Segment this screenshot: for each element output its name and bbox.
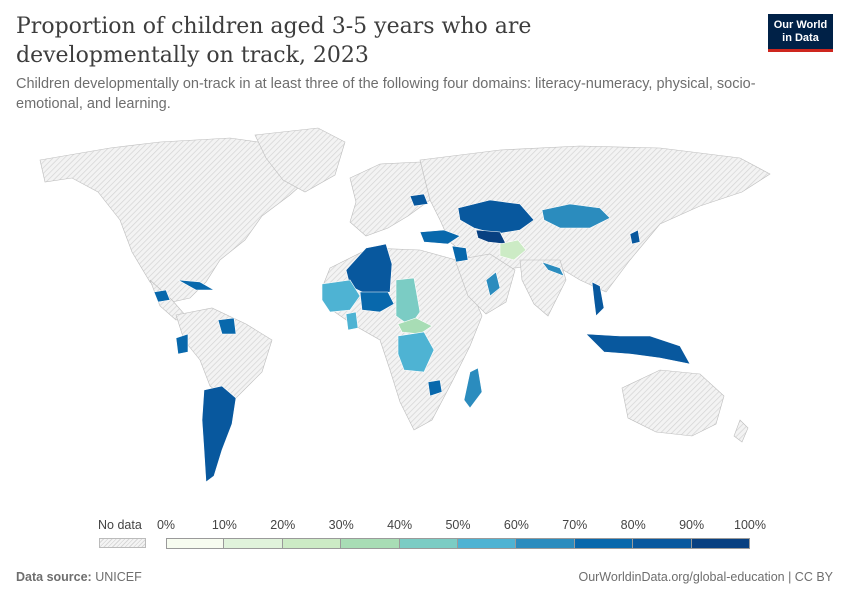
legend-tick-label: 30% xyxy=(328,518,354,532)
legend-bin[interactable] xyxy=(166,538,225,549)
legend-bin[interactable] xyxy=(399,538,458,549)
owid-logo[interactable]: Our World in Data xyxy=(768,14,833,52)
legend-no-data-label: No data xyxy=(98,518,142,532)
vietnam-region[interactable] xyxy=(591,281,605,317)
data-source: Data source: UNICEF xyxy=(16,570,142,584)
uzbekistan-region[interactable] xyxy=(475,229,507,245)
legend-tick-label: 80% xyxy=(620,518,646,532)
argentina-region[interactable] xyxy=(201,385,237,483)
legend-tick-label: 40% xyxy=(387,518,413,532)
data-source-value[interactable]: UNICEF xyxy=(95,570,142,584)
legend-bin[interactable] xyxy=(574,538,634,549)
madagascar-region[interactable] xyxy=(463,367,483,409)
arabia-landmass[interactable] xyxy=(454,253,516,315)
legend-tick-label: 50% xyxy=(445,518,471,532)
central-african-republic-region[interactable] xyxy=(397,317,433,335)
legend-tick-label: 70% xyxy=(562,518,588,532)
legend-tick-label: 60% xyxy=(503,518,529,532)
legend-tick-label: 0% xyxy=(156,518,176,532)
belarus-region[interactable] xyxy=(409,193,429,207)
oman-region[interactable] xyxy=(485,271,501,297)
new-zealand-landmass[interactable] xyxy=(733,419,749,443)
logo-line-2: in Data xyxy=(782,32,819,44)
logo-line-1: Our World xyxy=(773,19,828,31)
world-map[interactable] xyxy=(0,120,850,510)
chart-title: Proportion of children aged 3-5 years wh… xyxy=(16,14,532,68)
legend-tick-label: 20% xyxy=(270,518,296,532)
north-korea-region[interactable] xyxy=(629,229,641,245)
iraq-region[interactable] xyxy=(451,245,469,263)
guyana-region[interactable] xyxy=(217,317,237,335)
afghanistan-region[interactable] xyxy=(499,239,527,261)
legend-tick-label: 10% xyxy=(211,518,237,532)
turkey-region[interactable] xyxy=(419,229,461,245)
legend-no-data-swatch[interactable] xyxy=(99,538,146,548)
north-america-landmass[interactable] xyxy=(39,137,319,303)
bangladesh-region[interactable] xyxy=(541,261,565,277)
niger-region[interactable] xyxy=(359,291,395,313)
data-source-label: Data source: xyxy=(16,570,92,584)
legend-bin[interactable] xyxy=(516,538,575,549)
legend-bin[interactable] xyxy=(282,538,342,549)
ghana-region[interactable] xyxy=(345,311,359,331)
legend-bin[interactable] xyxy=(224,538,283,549)
australia-landmass[interactable] xyxy=(621,369,725,437)
greenland-landmass[interactable] xyxy=(254,127,346,193)
legend-bin[interactable] xyxy=(458,538,517,549)
legend-bin[interactable] xyxy=(633,538,692,549)
footer-url[interactable]: OurWorldinData.org/global-education | CC… xyxy=(578,570,833,584)
color-legend: No data 0% 10% 20% 30% 40% 50% 60% 70% 80% 90% 100… xyxy=(98,518,766,558)
legend-tick-label: 100% xyxy=(734,518,766,532)
chart-subtitle: Children developmentally on-track in at … xyxy=(16,76,756,112)
kazakhstan-region[interactable] xyxy=(457,199,535,235)
legend-bin[interactable] xyxy=(691,538,750,549)
peru-region[interactable] xyxy=(175,333,189,355)
indonesia-region[interactable] xyxy=(585,333,691,365)
legend-tick-label: 90% xyxy=(679,518,705,532)
drc-region[interactable] xyxy=(397,331,435,373)
legend-bin[interactable] xyxy=(341,538,400,549)
mongolia-region[interactable] xyxy=(541,203,611,229)
cuba-region[interactable] xyxy=(177,279,216,291)
south-america-landmass[interactable] xyxy=(175,307,273,403)
india-landmass[interactable] xyxy=(519,259,567,317)
zimbabwe-region[interactable] xyxy=(427,379,443,397)
europe-landmass[interactable] xyxy=(349,161,441,237)
mali-region[interactable] xyxy=(321,279,361,313)
honduras-region[interactable] xyxy=(153,289,171,303)
